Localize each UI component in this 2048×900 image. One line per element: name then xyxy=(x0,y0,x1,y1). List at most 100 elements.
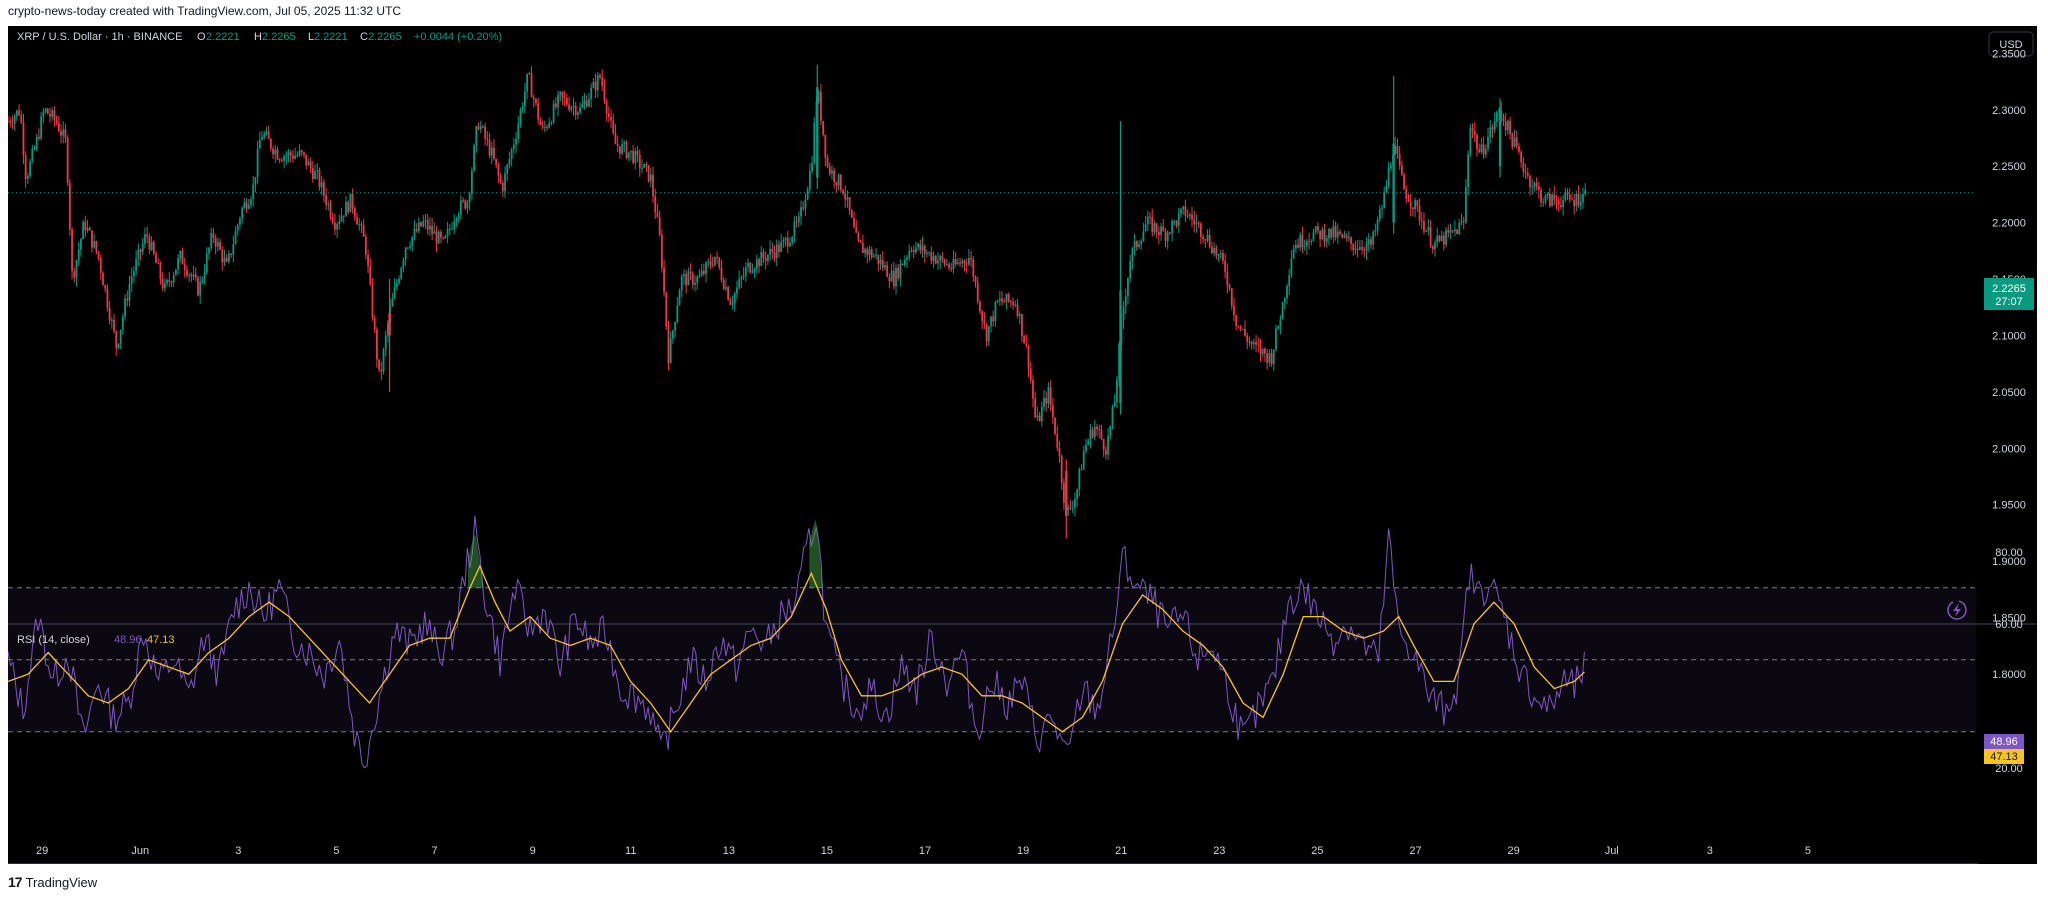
candle-body xyxy=(95,241,98,252)
candle-body xyxy=(1451,230,1454,232)
candle-body xyxy=(1204,239,1207,241)
candle-body xyxy=(420,222,422,227)
candle-body xyxy=(1217,254,1220,256)
candle-body xyxy=(760,252,763,267)
candle-body xyxy=(1548,193,1551,206)
rsi-tick-label: 60.00 xyxy=(1995,619,2023,631)
candle-body xyxy=(559,91,562,95)
candle-body xyxy=(1056,433,1059,448)
candle-body xyxy=(519,109,522,124)
candle-body xyxy=(1332,226,1335,238)
candle-body xyxy=(649,174,652,182)
time-axis[interactable]: 29 Jun 3 5 7 9 11 13 15 17 19 21 23 25 27 29 Jul 3 5 xyxy=(36,845,1811,857)
candle-body xyxy=(1493,121,1496,130)
candle-body xyxy=(581,104,584,108)
candle-body xyxy=(457,214,460,219)
candle-body xyxy=(1403,174,1405,190)
candle-body xyxy=(630,150,632,153)
candle-body xyxy=(800,207,802,217)
candle-body xyxy=(391,298,394,307)
candle-body xyxy=(837,174,840,186)
candle-body xyxy=(1356,248,1359,250)
currency-button[interactable]: USD xyxy=(1988,31,2034,57)
candle-body xyxy=(225,257,228,262)
candle-body xyxy=(1102,439,1105,450)
candle-body xyxy=(1277,325,1280,329)
candle-body xyxy=(561,91,564,98)
candle-body xyxy=(1500,110,1503,117)
candle-body xyxy=(1400,165,1403,175)
candle-body xyxy=(1303,246,1306,248)
candle-body xyxy=(504,173,506,192)
candle-body xyxy=(601,77,604,86)
candle-body xyxy=(252,184,255,200)
candle-body xyxy=(802,207,805,209)
candle-body xyxy=(490,147,493,156)
candle-body xyxy=(1087,440,1090,445)
candle-body xyxy=(406,247,409,249)
candle-body xyxy=(1250,341,1253,345)
currency-button-label[interactable]: USD xyxy=(1999,39,2022,51)
candle-body xyxy=(1255,342,1257,345)
chart-frame[interactable]: XRP / U.S. Dollar · 1h · BINANCE O 2.222… xyxy=(8,26,2037,864)
candle-body xyxy=(327,203,330,205)
time-tick-label: 5 xyxy=(333,845,339,857)
candle-body xyxy=(1480,144,1483,153)
price-tick-label: 2.3000 xyxy=(1992,105,2026,117)
price-tick-label: 1.8000 xyxy=(1992,669,2026,681)
rsi-overbought-fill xyxy=(467,534,484,588)
candle-body xyxy=(278,159,281,161)
candle-body xyxy=(1067,507,1070,510)
price-chart-canvas[interactable]: XRP / U.S. Dollar · 1h · BINANCE O 2.222… xyxy=(8,26,2037,864)
currency-button-frame[interactable] xyxy=(1988,31,2034,57)
candle-body xyxy=(698,275,701,278)
candle-body xyxy=(1045,397,1048,404)
candle-body xyxy=(1343,235,1346,238)
candle-body xyxy=(687,271,690,286)
candle-body xyxy=(499,175,502,183)
candle-body xyxy=(1281,302,1284,320)
rsi-axis[interactable]: 80.00 60.00 20.00 xyxy=(1995,547,2023,775)
lightning-icon[interactable] xyxy=(1947,600,1967,620)
candle-body xyxy=(747,262,749,268)
candle-body xyxy=(811,163,813,172)
candle-body xyxy=(152,241,155,254)
candle-body xyxy=(362,225,365,237)
candle-body xyxy=(954,259,957,265)
candle-body xyxy=(1149,216,1151,218)
candle-body xyxy=(1219,252,1222,255)
candle-body xyxy=(223,257,226,263)
candle-body xyxy=(1270,353,1273,364)
rsi-tick-label: 20.00 xyxy=(1995,763,2023,775)
price-axis[interactable]: 2.50002.45002.40002.35002.30002.25002.20… xyxy=(1992,26,2026,681)
rsi-legend[interactable]: RSI (14, close) 48.96 47.13 xyxy=(17,634,175,646)
time-tick-label: 29 xyxy=(36,845,48,857)
candle-body xyxy=(952,259,955,270)
candle-body xyxy=(258,139,261,149)
candle-body xyxy=(848,197,851,211)
candle-body xyxy=(583,100,586,105)
candle-body xyxy=(778,244,780,252)
candle-body xyxy=(577,112,579,115)
candle-body xyxy=(18,110,20,115)
time-tick-label: 3 xyxy=(235,845,241,857)
candle-body xyxy=(749,262,752,273)
candle-body xyxy=(702,270,705,274)
rsi-title[interactable]: RSI (14, close) xyxy=(17,634,90,646)
symbol-title[interactable]: XRP / U.S. Dollar · 1h · BINANCE xyxy=(17,31,182,43)
candle-body xyxy=(1043,397,1045,407)
candle-body xyxy=(1058,447,1061,456)
rsi-ma-line xyxy=(8,564,1585,733)
candle-body xyxy=(833,170,836,182)
candle-body xyxy=(121,316,124,330)
ohlc-legend: O 2.2221 H 2.2265 L 2.2221 C 2.2265 +0.0… xyxy=(197,31,502,43)
candle-body xyxy=(239,218,241,225)
candle-body xyxy=(1018,314,1021,316)
candle-body xyxy=(1029,368,1032,381)
candle-body xyxy=(1222,252,1224,261)
candle-body xyxy=(554,103,557,108)
candle-body xyxy=(855,227,858,233)
last-price-label: 2.2265 27:07 xyxy=(1984,278,2034,310)
candle-body xyxy=(115,331,118,348)
candle-body xyxy=(1299,234,1302,248)
